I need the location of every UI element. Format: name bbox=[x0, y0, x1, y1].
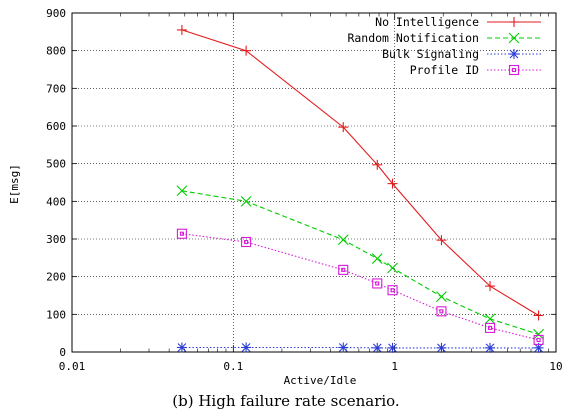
series-layer bbox=[176, 24, 544, 353]
data-point bbox=[533, 342, 544, 353]
series-profile-id bbox=[176, 228, 544, 345]
data-point bbox=[387, 342, 398, 353]
data-point bbox=[176, 342, 187, 353]
data-point bbox=[372, 159, 383, 170]
data-point bbox=[387, 178, 398, 189]
data-point bbox=[484, 313, 496, 325]
axes: 0 100 200 300 400 500 600 700 800 900 0.01 0.1 1 10 bbox=[46, 7, 563, 373]
data-point bbox=[372, 342, 383, 353]
line-chart: 0 100 200 300 400 500 600 700 800 900 0.01 0.1 1 10 N… bbox=[8, 7, 563, 387]
figure-caption: (b) High failure rate scenario. bbox=[172, 392, 400, 410]
data-point bbox=[485, 281, 496, 292]
data-point bbox=[241, 236, 252, 248]
legend-entry: Profile ID bbox=[410, 63, 541, 77]
legend-label: Profile ID bbox=[410, 63, 479, 77]
legend-entry: Random Notification bbox=[347, 31, 541, 45]
legend-label: Random Notification bbox=[347, 31, 479, 45]
data-point bbox=[241, 45, 252, 56]
legend-label: No Intelligence bbox=[375, 15, 479, 29]
data-point bbox=[371, 253, 383, 264]
data-point bbox=[533, 310, 544, 321]
data-point bbox=[484, 322, 496, 333]
legend-entry: No Intelligence bbox=[375, 15, 541, 29]
series-line bbox=[181, 190, 539, 335]
data-point bbox=[436, 235, 447, 246]
series-bulk-signaling bbox=[176, 342, 544, 353]
y-tick-label: 700 bbox=[46, 82, 66, 95]
data-point bbox=[176, 24, 187, 35]
y-tick-label: 800 bbox=[46, 45, 66, 58]
data-point bbox=[436, 342, 447, 353]
y-tick-label: 400 bbox=[46, 195, 66, 208]
data-point bbox=[338, 264, 349, 275]
data-point bbox=[436, 291, 447, 303]
data-point bbox=[508, 32, 520, 44]
data-point bbox=[241, 342, 252, 353]
y-tick-label: 200 bbox=[46, 271, 66, 284]
y-axis-label: E[msg] bbox=[8, 164, 21, 204]
series-no-intelligence bbox=[176, 24, 544, 321]
data-point bbox=[176, 228, 187, 239]
data-point bbox=[509, 49, 519, 59]
legend-entry: Bulk Signaling bbox=[382, 47, 541, 61]
y-tick-label: 600 bbox=[46, 120, 66, 133]
x-axis-label: Active/Idle bbox=[284, 374, 357, 387]
x-tick-label: 0.1 bbox=[223, 360, 243, 373]
data-point bbox=[533, 328, 544, 340]
y-tick-label: 0 bbox=[59, 346, 66, 359]
y-tick-label: 900 bbox=[46, 7, 66, 20]
data-point bbox=[372, 278, 383, 289]
data-point bbox=[176, 185, 188, 197]
grid-lines bbox=[72, 13, 556, 352]
data-point bbox=[338, 122, 349, 133]
y-tick-label: 300 bbox=[46, 233, 66, 246]
legend-label: Bulk Signaling bbox=[382, 47, 479, 61]
data-point bbox=[387, 262, 398, 274]
x-tick-label: 10 bbox=[549, 360, 562, 373]
legend: No Intelligence Random Notification Bulk S… bbox=[347, 15, 541, 77]
data-point bbox=[485, 342, 496, 353]
plot-frame bbox=[71, 12, 557, 353]
y-tick-label: 500 bbox=[46, 158, 66, 171]
data-point bbox=[508, 64, 520, 76]
data-point bbox=[338, 342, 349, 353]
series-random-notification bbox=[176, 185, 544, 340]
data-point bbox=[337, 234, 349, 246]
x-tick-label: 0.01 bbox=[59, 360, 86, 373]
series-line bbox=[181, 233, 539, 341]
data-point bbox=[436, 306, 447, 317]
series-line bbox=[181, 29, 539, 316]
data-point bbox=[533, 334, 544, 345]
data-point bbox=[387, 285, 398, 296]
data-point bbox=[509, 17, 519, 27]
x-tick-label: 1 bbox=[391, 360, 398, 373]
data-point bbox=[240, 195, 252, 207]
y-tick-label: 100 bbox=[46, 308, 66, 321]
